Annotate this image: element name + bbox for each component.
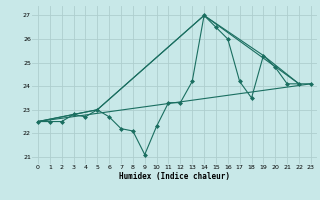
X-axis label: Humidex (Indice chaleur): Humidex (Indice chaleur): [119, 172, 230, 181]
